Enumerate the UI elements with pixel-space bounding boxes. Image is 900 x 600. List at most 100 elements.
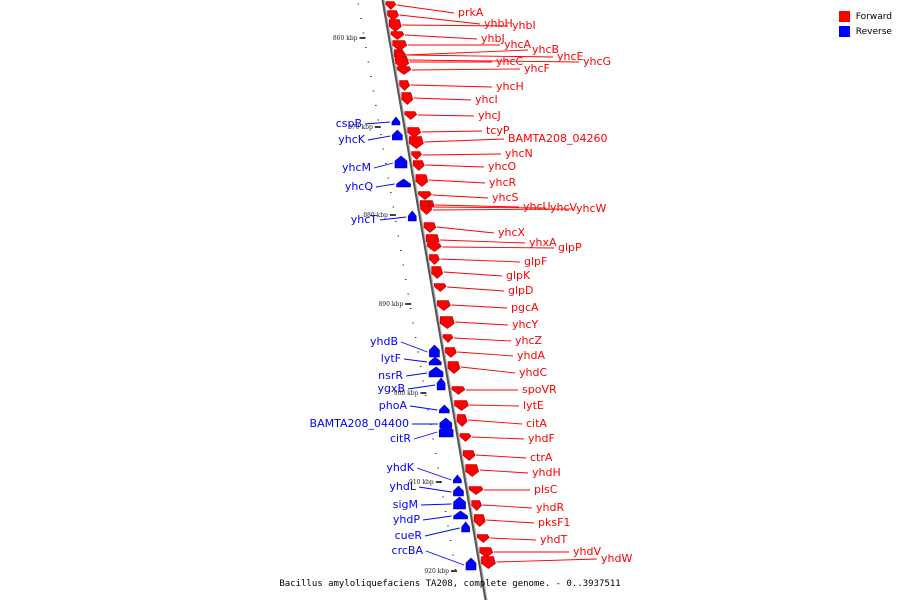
gene-arrow-lytf[interactable] (428, 356, 442, 366)
gene-arrow-yhdc[interactable] (447, 361, 461, 374)
gene-label-yhce[interactable]: yhcE (557, 50, 584, 63)
gene-arrow-lyte[interactable] (454, 400, 469, 411)
gene-label-yhbi[interactable]: yhbI (512, 19, 536, 32)
gene-label-yhct[interactable]: yhcT (351, 213, 378, 226)
gene-arrow-yhdk[interactable] (453, 474, 462, 484)
gene-arrow-yhcj[interactable] (404, 111, 418, 120)
gene-label-pksf1[interactable]: pksF1 (538, 516, 570, 529)
gene-label-yhdv[interactable]: yhdV (573, 545, 601, 558)
gene-arrow-citr[interactable] (438, 424, 454, 438)
gene-arrow-yhcs[interactable] (418, 191, 432, 200)
gene-label-bamta208-04400[interactable]: BAMTA208_04400 (310, 417, 409, 430)
gene-arrow-yhcc[interactable] (395, 56, 409, 69)
gene-arrow-yhcm[interactable] (394, 155, 408, 169)
gene-label-yhbh[interactable]: yhbH (484, 17, 513, 30)
gene-label-yhda[interactable]: yhdA (517, 349, 545, 362)
gene-label-yhdf[interactable]: yhdF (528, 432, 555, 445)
gene-label-yhxa[interactable]: yhxA (529, 236, 557, 249)
gene-label-ctra[interactable]: ctrA (530, 451, 553, 464)
gene-arrow-yhco[interactable] (413, 160, 425, 171)
gene-label-yhcj[interactable]: yhcJ (478, 109, 501, 122)
gene-label-tcyp[interactable]: tcyP (486, 124, 510, 137)
gene-arrow-yhcf[interactable] (396, 66, 412, 75)
gene-label-prka[interactable]: prkA (458, 6, 484, 19)
gene-label-yhcb[interactable]: yhcB (532, 43, 559, 56)
gene-label-yhdt[interactable]: yhdT (540, 533, 567, 546)
gene-arrow-pgca[interactable] (437, 300, 451, 311)
gene-arrow-bamta208-04260[interactable] (409, 136, 424, 149)
gene-arrow-glpk[interactable] (431, 266, 444, 279)
gene-arrow-ctra[interactable] (462, 450, 476, 461)
gene-arrow-pksf1[interactable] (473, 514, 486, 527)
gene-label-yhcu[interactable]: yhcU (523, 200, 551, 213)
gene-label-pgca[interactable]: pgcA (511, 301, 539, 314)
gene-arrow-yhck[interactable] (392, 129, 403, 141)
gene-label-glpk[interactable]: glpK (506, 269, 531, 282)
gene-arrow-yhdf[interactable] (459, 433, 472, 442)
gene-arrow-spovr[interactable] (451, 386, 466, 395)
gene-arrow-plsc[interactable] (468, 486, 484, 495)
gene-arrow-yhdl[interactable] (453, 485, 464, 497)
gene-label-yhdk[interactable]: yhdK (386, 461, 414, 474)
gene-label-sigm[interactable]: sigM (393, 498, 418, 511)
gene-arrow-yhcy[interactable] (439, 316, 455, 329)
gene-arrow-yhdv[interactable] (479, 547, 494, 558)
gene-arrow-cita[interactable] (456, 414, 468, 427)
gene-label-yhcs[interactable]: yhcS (492, 191, 519, 204)
gene-label-bamta208-04260[interactable]: BAMTA208_04260 (508, 132, 607, 145)
gene-arrow-prka[interactable] (385, 1, 397, 10)
gene-arrow-cspb[interactable] (391, 116, 401, 126)
gene-label-yhdw[interactable]: yhdW (601, 552, 632, 565)
gene-arrow-yhdp[interactable] (453, 510, 468, 520)
gene-label-yhcm[interactable]: yhcM (342, 161, 371, 174)
gene-arrow-yhbj[interactable] (390, 31, 405, 40)
gene-arrow-yhcq[interactable] (396, 178, 411, 188)
gene-label-yhbj[interactable]: yhbJ (481, 32, 505, 45)
gene-arrow-glpd[interactable] (433, 283, 447, 292)
gene-label-yhcy[interactable]: yhcY (512, 318, 539, 331)
gene-arrow-ygxb[interactable] (436, 377, 446, 391)
gene-label-yhcw[interactable]: yhcW (576, 202, 607, 215)
gene-label-nsrr[interactable]: nsrR (378, 369, 403, 382)
gene-label-glpd[interactable]: glpD (508, 284, 534, 297)
gene-arrow-yhdw[interactable] (481, 556, 496, 569)
gene-arrow-yhdr[interactable] (471, 500, 483, 511)
gene-label-yhdc[interactable]: yhdC (519, 366, 547, 379)
gene-label-lytf[interactable]: lytF (381, 352, 401, 365)
gene-label-yhcf[interactable]: yhcF (524, 62, 550, 75)
gene-label-yhcr[interactable]: yhcR (489, 176, 517, 189)
gene-arrow-glpf[interactable] (429, 254, 440, 265)
gene-label-yhcz[interactable]: yhcZ (515, 334, 543, 347)
gene-arrow-crcba[interactable] (465, 557, 477, 571)
gene-label-phoa[interactable]: phoA (379, 399, 408, 412)
gene-arrow-phoa[interactable] (439, 404, 450, 414)
gene-label-glpp[interactable]: glpP (558, 241, 582, 254)
gene-label-plsc[interactable]: plsC (534, 483, 558, 496)
gene-label-yhch[interactable]: yhcH (496, 80, 524, 93)
gene-label-cspb[interactable]: cspB (336, 117, 362, 130)
gene-label-yhci[interactable]: yhcI (475, 93, 498, 106)
gene-label-spovr[interactable]: spoVR (522, 383, 557, 396)
gene-arrow-yhch[interactable] (399, 80, 410, 91)
gene-arrow-yhdb[interactable] (429, 344, 440, 358)
gene-label-yhck[interactable]: yhcK (338, 133, 366, 146)
gene-label-yhco[interactable]: yhcO (488, 160, 517, 173)
gene-arrow-yhdh[interactable] (465, 464, 480, 477)
gene-arrow-yhcz[interactable] (442, 334, 454, 343)
gene-arrow-yhct[interactable] (407, 210, 417, 222)
gene-arrow-sigm[interactable] (453, 496, 466, 510)
gene-label-yhcn[interactable]: yhcN (505, 147, 533, 160)
gene-label-crcba[interactable]: crcBA (392, 544, 424, 557)
gene-label-yhcc[interactable]: yhcC (496, 55, 524, 68)
gene-label-yhdh[interactable]: yhdH (532, 466, 561, 479)
gene-label-yhcq[interactable]: yhcQ (345, 180, 374, 193)
gene-label-cita[interactable]: citA (526, 417, 547, 430)
gene-label-yhcg[interactable]: yhcG (583, 55, 611, 68)
gene-label-yhdr[interactable]: yhdR (536, 501, 564, 514)
gene-arrow-yhdt[interactable] (477, 534, 490, 543)
gene-arrow-yhcw[interactable] (420, 206, 433, 215)
gene-arrow-yhbh[interactable] (387, 10, 399, 21)
gene-arrow-glpp[interactable] (427, 243, 442, 252)
gene-label-cuer[interactable]: cueR (395, 529, 423, 542)
